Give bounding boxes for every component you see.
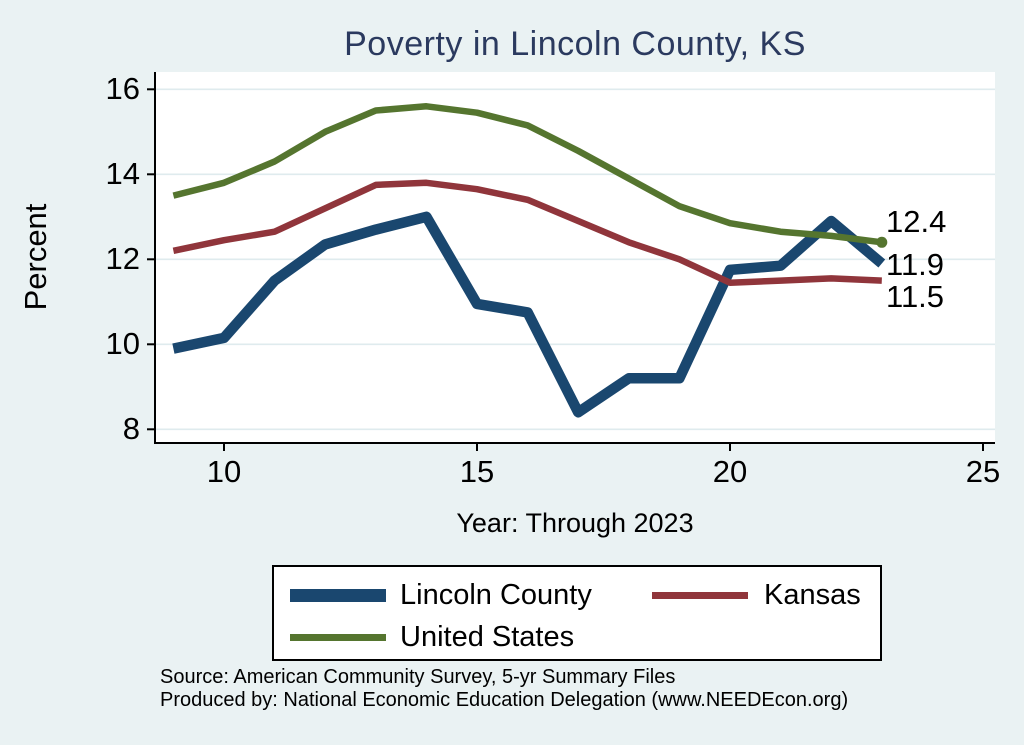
plot-area: [155, 72, 995, 443]
x-tick-label: 25: [965, 454, 1001, 489]
legend-swatch-united-states: [290, 634, 386, 641]
y-axis-title: Percent: [18, 203, 53, 311]
y-tick-label: 10: [105, 326, 140, 362]
y-tick-label: 8: [122, 411, 140, 447]
x-axis-title: Year: Through 2023: [456, 508, 694, 538]
end-label-lincoln-county: 11.9: [886, 247, 945, 283]
legend-label-kansas: Kansas: [764, 579, 861, 611]
x-tick-label: 20: [712, 454, 748, 489]
y-tick-label: 16: [105, 71, 140, 107]
chart-title: Poverty in Lincoln County, KS: [344, 25, 806, 63]
legend: Lincoln County Kansas United States: [272, 565, 882, 661]
legend-swatch-lincoln-county: [290, 589, 386, 602]
legend-label-united-states: United States: [400, 621, 575, 653]
x-tick-label: 15: [459, 454, 495, 489]
y-tick-label: 14: [105, 156, 140, 192]
end-label-united-states: 12.4: [886, 203, 947, 239]
legend-swatch-kansas: [652, 592, 748, 599]
source-line: Source: American Community Survey, 5-yr …: [160, 666, 676, 688]
x-tick-label: 10: [206, 454, 242, 489]
end-label-kansas: 11.5: [886, 278, 945, 314]
legend-label-lincoln-county: Lincoln County: [400, 579, 592, 611]
produced-by-line: Produced by: National Economic Education…: [160, 688, 849, 711]
y-tick-label: 12: [105, 241, 140, 277]
source-note: Source: American Community Survey, 5-yr …: [160, 666, 980, 711]
